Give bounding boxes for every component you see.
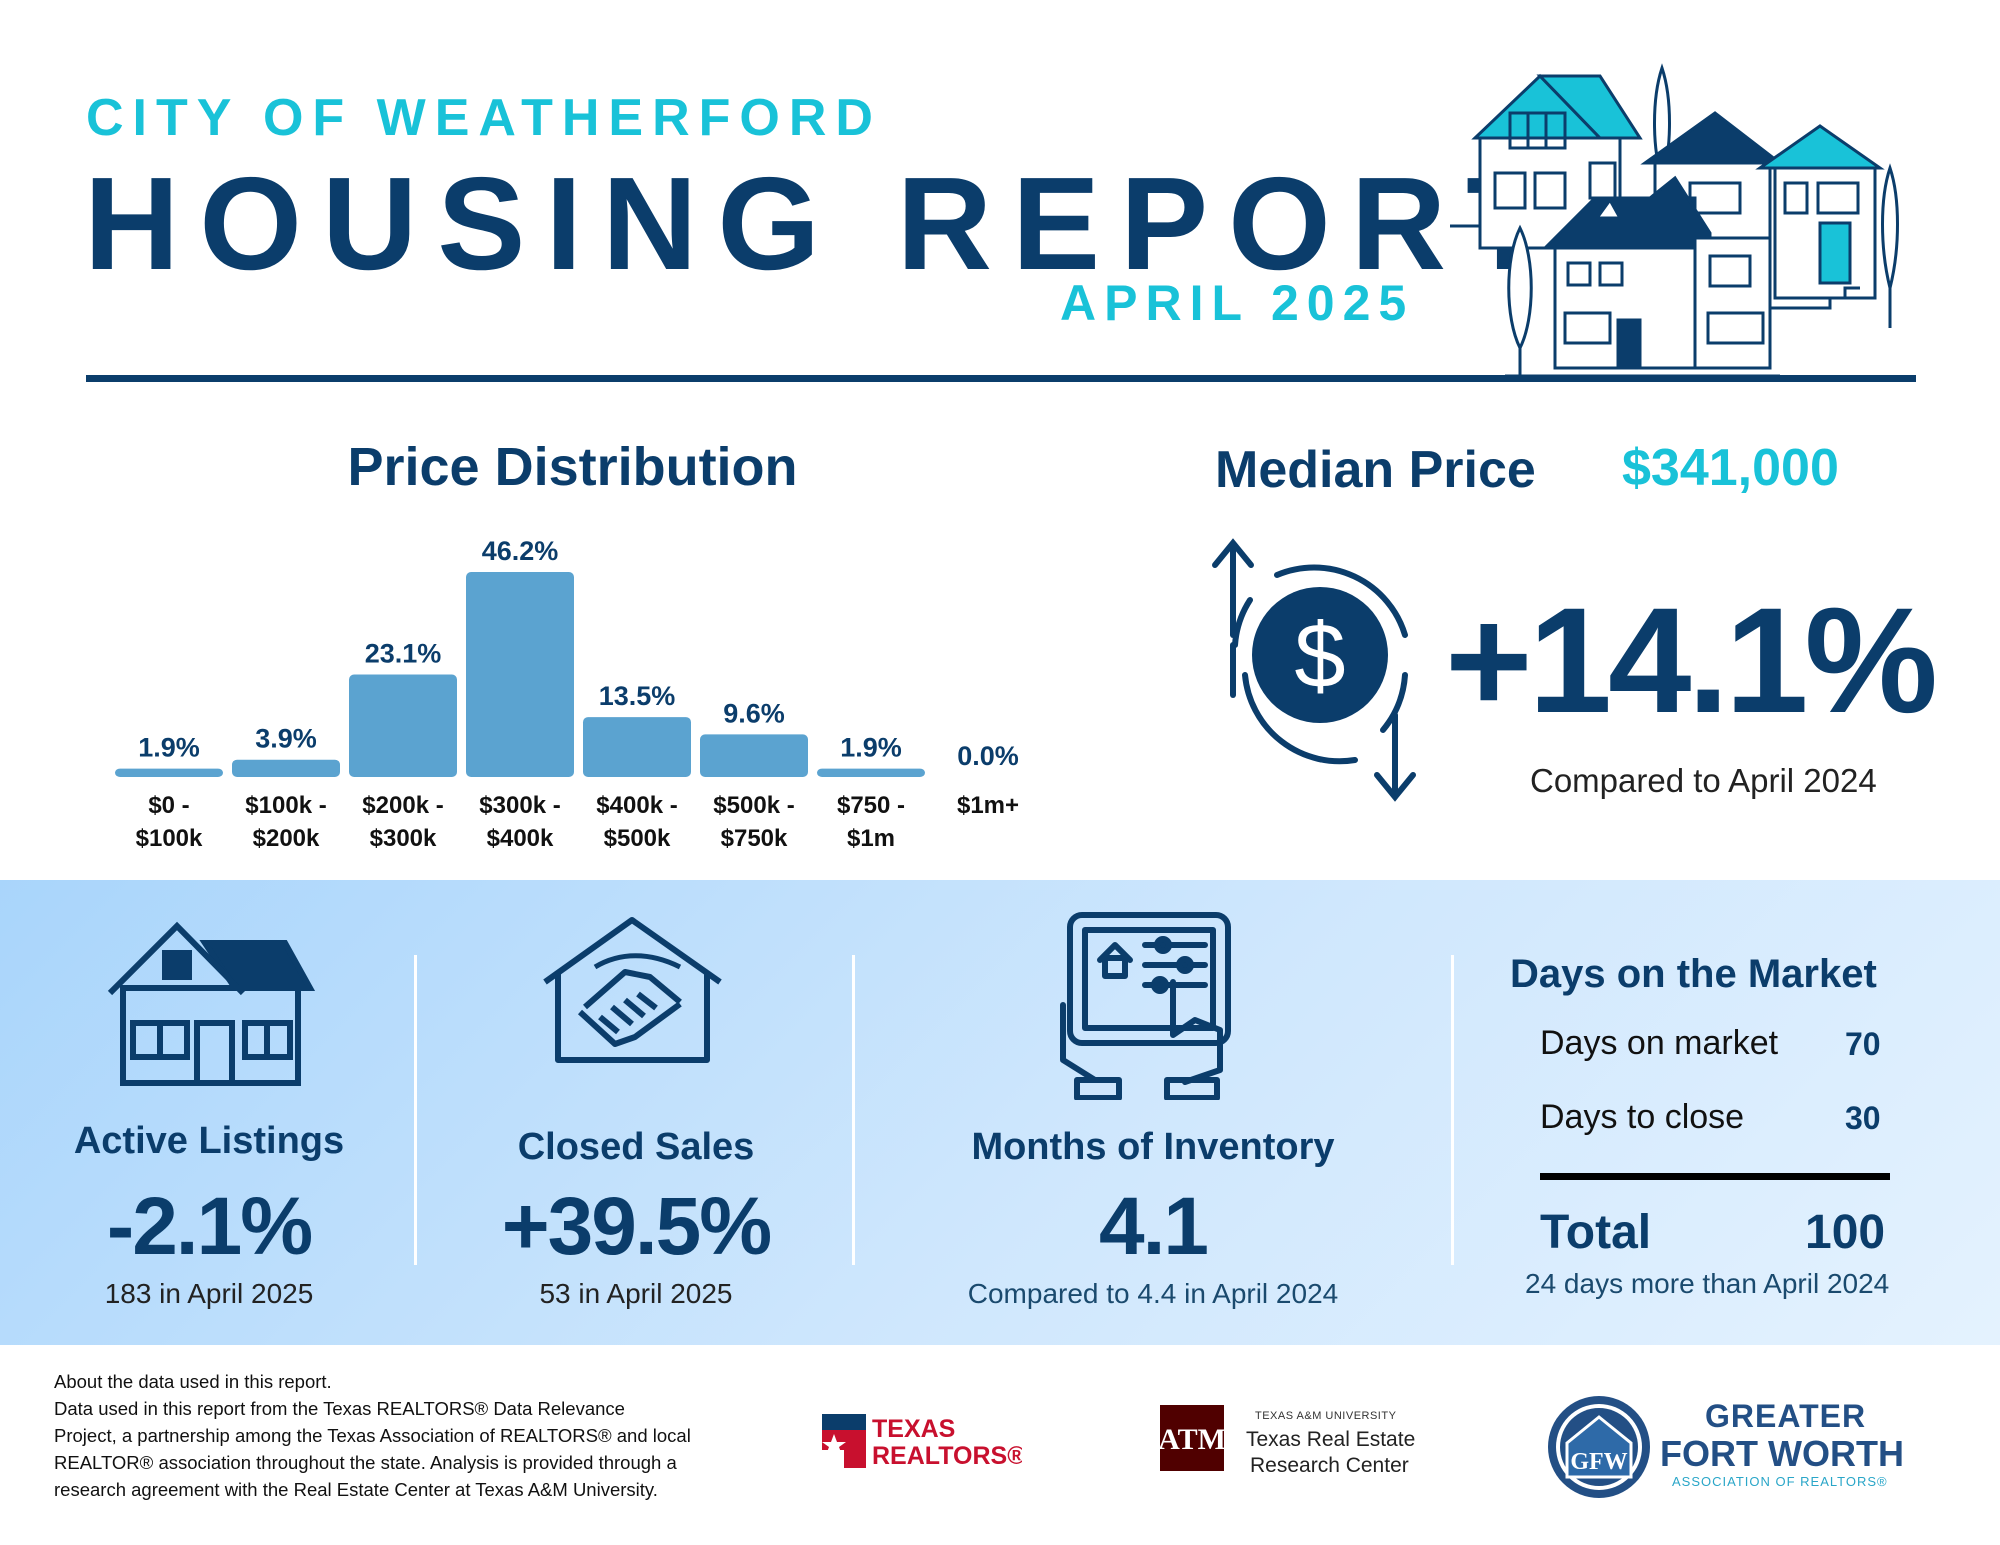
svg-text:TEXAS: TEXAS xyxy=(872,1415,955,1443)
report-title: HOUSING REPORT xyxy=(84,150,1567,297)
texas-realtors-logo: TEXAS REALTORS® xyxy=(822,1414,1022,1470)
price-distribution-chart: 1.9% $0 - $100k 3.9% $100k - $200k 23.1% $200k … xyxy=(115,536,1019,852)
bar-value-label: 0.0% xyxy=(957,741,1019,771)
tamu-center-line1: Texas Real Estate xyxy=(1246,1428,1416,1451)
city-name: CITY OF WEATHERFORD xyxy=(86,89,882,147)
price-bar xyxy=(349,674,457,777)
stats-band xyxy=(0,880,2000,1345)
gfw-line1: GREATER xyxy=(1705,1398,1867,1434)
stats-divider xyxy=(1451,955,1454,1265)
price-bar xyxy=(817,768,925,777)
category-label: $200k xyxy=(253,825,320,852)
closed-sales-sub: 53 in April 2025 xyxy=(539,1278,733,1309)
gfw-line2: FORT WORTH xyxy=(1660,1433,1904,1474)
price-bar xyxy=(115,768,223,777)
category-label: $500k - xyxy=(713,792,794,819)
active-listings-title: Active Listings xyxy=(73,1120,345,1162)
bar-value-label: 9.6% xyxy=(723,698,785,728)
disclaimer-line: About the data used in this report. xyxy=(54,1371,332,1392)
data-disclaimer: About the data used in this report. Data… xyxy=(54,1368,784,1503)
report-month: APRIL 2025 xyxy=(1060,275,1415,331)
bar-value-label: 23.1% xyxy=(365,639,442,669)
category-label: $0 - xyxy=(148,792,189,819)
category-label: $400k - xyxy=(596,792,677,819)
category-label: $750k xyxy=(721,825,788,852)
bar-value-label: 3.9% xyxy=(255,724,317,754)
disclaimer-line: Project, a partnership among the Texas A… xyxy=(54,1425,691,1446)
closed-sales-title: Closed Sales xyxy=(517,1126,755,1168)
tamu-center-line2: Research Center xyxy=(1250,1454,1409,1477)
tamu-university-name: TEXAS A&M UNIVERSITY xyxy=(1255,1410,1397,1422)
median-price-value: $341,000 xyxy=(1622,439,1839,497)
bar-value-label: 1.9% xyxy=(840,733,902,763)
houses-illustration xyxy=(1450,63,1899,378)
dom-row-label: Days to close xyxy=(1540,1098,1745,1136)
svg-text:ATM: ATM xyxy=(1160,1423,1224,1456)
dom-total-label: Total xyxy=(1540,1206,1652,1259)
dom-note: 24 days more than April 2024 xyxy=(1525,1268,1890,1299)
price-bar xyxy=(232,759,340,777)
months-inventory-sub: Compared to 4.4 in April 2024 xyxy=(967,1278,1339,1309)
median-price-change: +14.1% xyxy=(1445,576,1938,744)
disclaimer-line: Data used in this report from the Texas … xyxy=(54,1398,625,1419)
price-distribution-title: Price Distribution xyxy=(347,437,798,497)
price-bar xyxy=(700,734,808,777)
dollar-arrows-icon: $ xyxy=(1212,538,1416,802)
bar-value-label: 1.9% xyxy=(138,733,200,763)
median-price-note: Compared to April 2024 xyxy=(1530,762,1877,799)
category-label: $100k xyxy=(136,825,203,852)
months-inventory-title: Months of Inventory xyxy=(971,1126,1335,1168)
category-label: $300k xyxy=(370,825,437,852)
dom-total-rule xyxy=(1540,1173,1890,1180)
stats-divider xyxy=(852,955,855,1265)
median-price-label: Median Price xyxy=(1215,441,1536,499)
bar-value-label: 13.5% xyxy=(599,681,676,711)
category-label: $300k - xyxy=(479,792,560,819)
months-inventory-value: 4.1 xyxy=(1099,1181,1209,1272)
stats-divider xyxy=(414,955,417,1265)
header-rule xyxy=(86,375,1916,382)
dom-total-value: 100 xyxy=(1805,1206,1886,1259)
tablet-control-icon xyxy=(1060,912,1231,1100)
days-on-market-title: Days on the Market xyxy=(1510,952,1877,996)
active-listings-value: -2.1% xyxy=(106,1181,313,1272)
svg-text:$: $ xyxy=(1294,605,1345,707)
category-label: $200k - xyxy=(362,792,443,819)
gfw-seal-logo: GFW xyxy=(1548,1396,1650,1498)
price-bar xyxy=(466,572,574,777)
category-label: $1m+ xyxy=(957,792,1019,819)
dom-row-value: 70 xyxy=(1845,1026,1881,1062)
gfw-line3: ASSOCIATION OF REALTORS® xyxy=(1672,1474,1888,1489)
category-label: $100k - xyxy=(245,792,326,819)
price-bar xyxy=(583,717,691,777)
category-label: $750 - xyxy=(837,792,905,819)
active-listings-sub: 183 in April 2025 xyxy=(104,1278,314,1309)
category-label: $1m xyxy=(847,825,895,852)
category-label: $400k xyxy=(487,825,554,852)
bar-value-label: 46.2% xyxy=(482,536,559,566)
tamu-logo: ATM xyxy=(1160,1405,1224,1471)
house-icon xyxy=(107,921,315,1086)
handshake-house-icon xyxy=(543,917,722,1063)
disclaimer-line: research agreement with the Real Estate … xyxy=(54,1479,658,1500)
category-label: $500k xyxy=(604,825,671,852)
svg-text:REALTORS®: REALTORS® xyxy=(872,1442,1022,1470)
closed-sales-value: +39.5% xyxy=(501,1181,772,1272)
svg-text:GFW: GFW xyxy=(1570,1449,1627,1475)
dom-row-label: Days on market xyxy=(1540,1024,1779,1062)
disclaimer-line: REALTOR® association throughout the stat… xyxy=(54,1452,677,1473)
dom-row-value: 30 xyxy=(1845,1100,1881,1136)
